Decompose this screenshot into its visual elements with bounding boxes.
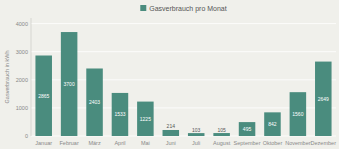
bars [35, 32, 331, 136]
y-tick-label: 0 [25, 133, 28, 139]
background [0, 0, 339, 149]
bar [163, 130, 180, 136]
bar [188, 133, 205, 136]
x-tick-label: Oktober [263, 140, 283, 146]
x-tick-label: Juli [192, 140, 200, 146]
bar [86, 68, 103, 136]
data-label: 1225 [140, 116, 151, 122]
y-grid [31, 24, 336, 136]
data-labels: 2865 3700 2403 1533 1225 214 103 105 495 842 1560 2… [38, 81, 329, 133]
bar [315, 62, 332, 136]
bar [61, 32, 78, 136]
y-axis-label: Gasverbrauch in kWh [4, 51, 10, 104]
data-label: 103 [192, 127, 201, 133]
x-tick-label: März [88, 140, 100, 146]
x-tick-label: November [285, 140, 311, 146]
bar [35, 56, 52, 136]
bar [239, 122, 256, 136]
x-tick-label: September [234, 140, 261, 146]
x-tick-label: August [213, 140, 231, 146]
bar [264, 112, 281, 136]
data-label: 2403 [89, 99, 100, 105]
page: {"chart_data": {"type": "bar", "categori… [0, 0, 339, 149]
y-tick-label: 4000 [16, 21, 28, 27]
x-tick-label: Juni [166, 140, 176, 146]
data-label: 1560 [292, 111, 303, 117]
grid-line [31, 23, 336, 24]
legend-label: Gasverbrauch pro Monat [149, 5, 226, 13]
data-label: 2865 [38, 93, 49, 99]
y-tick-label: 2000 [16, 77, 28, 83]
x-tick-label: Dezember [311, 140, 337, 146]
bar [112, 93, 129, 136]
legend-swatch [140, 5, 146, 11]
data-label: 842 [268, 121, 277, 127]
x-tick-label: Februar [59, 140, 78, 146]
bar [137, 102, 154, 136]
x-tick-label: April [114, 140, 125, 146]
data-label: 495 [243, 126, 252, 132]
bar [290, 92, 307, 136]
y-axis-line [31, 18, 32, 136]
data-label: 1533 [114, 111, 125, 117]
data-label: 2649 [318, 96, 329, 102]
legend: Gasverbrauch pro Monat [140, 5, 226, 13]
data-label: 214 [167, 123, 176, 129]
x-tick-label: Januar [35, 140, 52, 146]
y-tick-label: 1000 [16, 105, 28, 111]
x-tick-label: Mai [141, 140, 150, 146]
y-tick-label: 3000 [16, 49, 28, 55]
data-label: 105 [217, 127, 226, 133]
bar [213, 133, 230, 136]
chart-container: 0 1000 2000 3000 4000 Gasverbrauch in kWh 2865… [0, 0, 339, 149]
data-label: 3700 [64, 81, 75, 87]
chart-svg: 0 1000 2000 3000 4000 Gasverbrauch in kWh 2865… [0, 0, 339, 149]
